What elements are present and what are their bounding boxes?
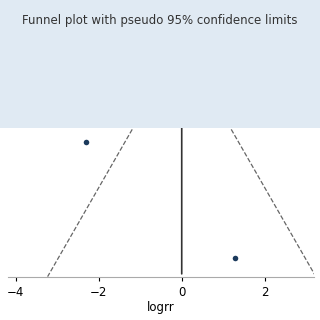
Point	[201, 104, 206, 109]
Point	[195, 79, 200, 84]
Point	[165, 101, 170, 107]
X-axis label: logrr: logrr	[147, 301, 175, 315]
Point	[173, 93, 178, 98]
Point	[84, 140, 89, 145]
Point	[111, 114, 116, 119]
Point	[232, 256, 237, 261]
Point	[117, 114, 122, 119]
Point	[182, 97, 188, 102]
Point	[230, 114, 235, 119]
Text: Funnel plot with pseudo 95% confidence limits: Funnel plot with pseudo 95% confidence l…	[22, 14, 298, 28]
Point	[102, 118, 108, 124]
Point	[185, 94, 190, 100]
Point	[177, 86, 182, 91]
